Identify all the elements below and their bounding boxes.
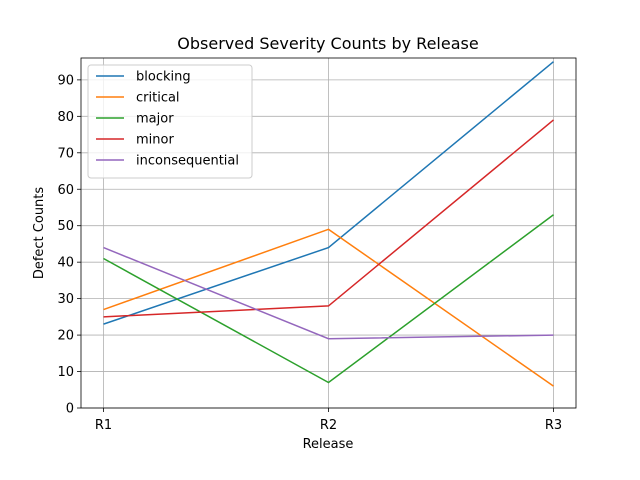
chart-title: Observed Severity Counts by Release [177,34,478,53]
legend-label-minor: minor [136,133,174,148]
series-line-inconsequential [103,246,554,340]
series-line-blocking [103,61,554,325]
legend-label-critical: critical [136,91,180,106]
series-line-minor [103,119,554,318]
legend-label-major: major [136,112,174,127]
y-tick-label: 40 [57,256,74,271]
series-line-major [103,214,554,384]
y-tick-label: 50 [57,219,74,234]
tick-layer: R1 R2 R3 0 10 20 30 40 50 60 70 80 90 [57,73,562,433]
y-tick-label: 30 [57,292,74,307]
legend-frame [87,64,253,179]
y-tick-label: 90 [57,73,74,88]
x-tick-label: R1 [95,418,112,433]
x-tick-label: R2 [320,418,337,433]
legend-label-inconsequential: inconsequential [136,154,239,169]
y-tick-label: 20 [57,329,74,344]
y-tick-label: 10 [57,365,74,380]
series-layer [103,61,554,387]
y-tick-label: 80 [57,110,74,125]
legend: blocking critical major minor inconsequentia… [87,64,253,179]
x-axis-label: Release [303,437,354,452]
x-tick-label: R3 [545,418,562,433]
y-axis-label: Defect Counts [32,187,47,280]
series-line-critical [103,228,554,387]
y-tick-label: 0 [66,402,74,417]
legend-label-blocking: blocking [136,70,191,85]
y-tick-label: 60 [57,183,74,198]
y-tick-label: 70 [57,146,74,161]
